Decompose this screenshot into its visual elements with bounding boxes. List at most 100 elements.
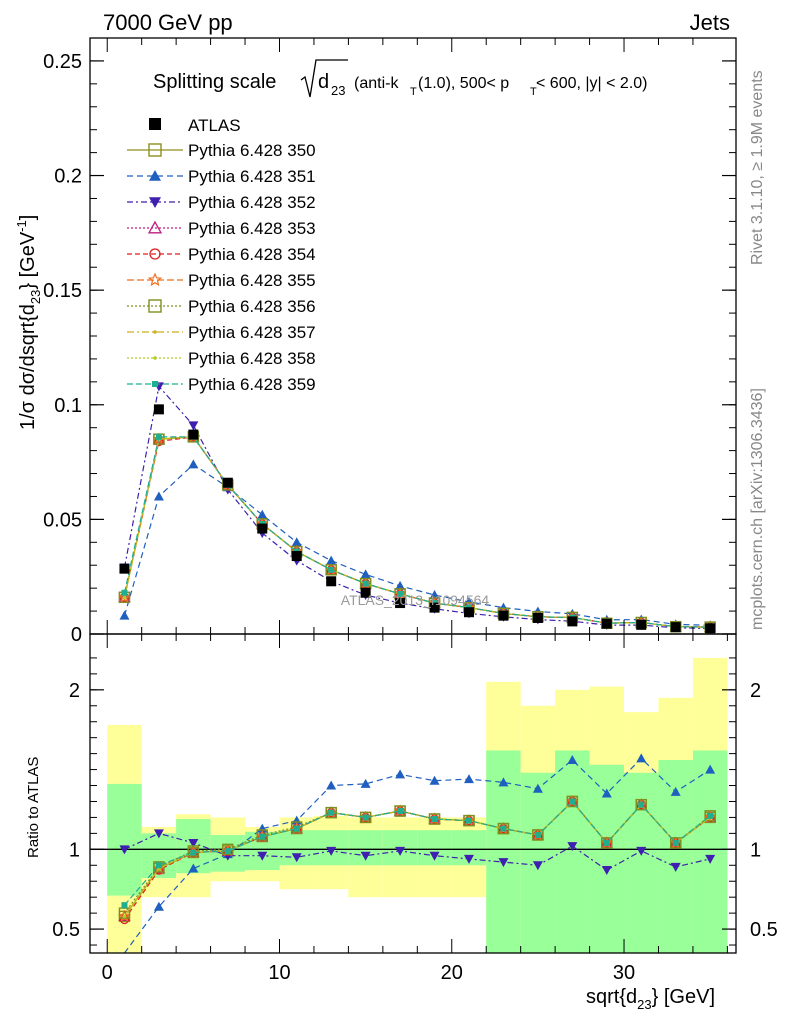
ratio-series-line-1 bbox=[124, 757, 711, 954]
rivet-label: Rivet 3.1.10, ≥ 1.9M events bbox=[749, 70, 766, 265]
legend-marker-5 bbox=[147, 272, 163, 287]
main-series-line-2 bbox=[123, 385, 711, 630]
x-tick-label: 10 bbox=[268, 962, 290, 984]
atlas-data-point bbox=[705, 623, 716, 634]
ratio-series-2-point bbox=[153, 829, 164, 839]
ratio-series-9-point bbox=[190, 849, 197, 856]
legend-marker-7 bbox=[153, 330, 157, 334]
mcplots-label: mcplots.cern.ch [arXiv:1306.3436] bbox=[749, 388, 766, 630]
title-rapidity: < 600, |y| < 2.0) bbox=[536, 75, 648, 92]
ratio-series-2-point bbox=[188, 838, 199, 848]
ratio-series-6-point bbox=[704, 810, 716, 822]
main-series-1-point bbox=[291, 537, 302, 547]
ratio-green-band bbox=[555, 750, 590, 953]
ratio-series-9-point bbox=[534, 831, 541, 838]
main-series-9-point bbox=[397, 590, 404, 597]
ratio-y-tick-label: 1 bbox=[69, 839, 80, 861]
main-series-1-point bbox=[326, 555, 337, 565]
atlas-data-point bbox=[463, 607, 474, 618]
legend-marker-8 bbox=[153, 356, 157, 360]
main-series-1-point bbox=[395, 580, 406, 590]
ratio-series-9-point bbox=[362, 814, 369, 821]
ratio-series-9-point bbox=[224, 847, 231, 854]
atlas-data-point bbox=[222, 477, 233, 488]
ratio-series-1-point bbox=[670, 786, 681, 796]
legend-label-6: Pythia 6.428 356 bbox=[188, 297, 316, 316]
ratio-series-2-point bbox=[498, 858, 509, 868]
ratio-series-2-point bbox=[705, 854, 716, 864]
legend-label-0: Pythia 6.428 350 bbox=[188, 141, 316, 160]
ratio-series-9-point bbox=[259, 833, 266, 840]
legend-label-7: Pythia 6.428 357 bbox=[188, 323, 316, 342]
ratio-series-6-point bbox=[601, 837, 613, 849]
ratio-series-1-point bbox=[532, 783, 543, 793]
main-data-points bbox=[119, 404, 716, 634]
ratio-series-line-9 bbox=[124, 800, 711, 906]
ratio-series-1-point bbox=[601, 788, 612, 798]
main-series-1-point bbox=[429, 590, 440, 600]
atlas-data-point bbox=[429, 602, 440, 613]
ratio-series-6-point bbox=[187, 845, 200, 857]
main-series-line-1 bbox=[123, 463, 711, 626]
ratio-series-9-point bbox=[293, 825, 300, 832]
atlas-data-point bbox=[291, 551, 302, 562]
ratio-series-9-point bbox=[155, 862, 162, 869]
ratio-series-1-point bbox=[567, 755, 578, 765]
plot-title: Splitting scale d 23 (anti-k T (1.0), 50… bbox=[153, 59, 648, 98]
ratio-series-5-point bbox=[703, 810, 717, 823]
legend-marker-9 bbox=[152, 381, 158, 387]
ratio-series-1-point bbox=[326, 780, 337, 790]
ratio-series-2-point bbox=[429, 851, 440, 861]
legend: ATLAS Pythia 6.428 350 Pythia 6.428 351 Pyt… bbox=[127, 116, 316, 394]
ratio-series-9-point bbox=[500, 825, 507, 832]
ratio-series-9-point bbox=[397, 808, 404, 815]
ratio-series-2-point bbox=[360, 851, 371, 861]
main-y-tick-label: 0 bbox=[71, 624, 82, 646]
ratio-series-2-point bbox=[395, 846, 406, 856]
legend-label-5: Pythia 6.428 355 bbox=[188, 271, 316, 290]
ratio-series-1-point bbox=[636, 753, 647, 763]
ratio-series-6-point bbox=[566, 795, 579, 808]
analysis-watermark: ATLAS_2013_I1094564 bbox=[341, 592, 490, 608]
legend-marker-2 bbox=[149, 197, 161, 208]
main-series-8-point bbox=[122, 595, 127, 600]
title-jet-alg: (anti-k bbox=[354, 75, 399, 92]
ratio-frame bbox=[89, 633, 737, 954]
ratio-series-6-point bbox=[153, 861, 165, 873]
atlas-data-point bbox=[326, 576, 337, 587]
ratio-y-tick-label-right: 2 bbox=[750, 680, 761, 702]
atlas-data-point bbox=[498, 610, 509, 621]
legend-label-2: Pythia 6.428 352 bbox=[188, 193, 316, 212]
ratio-uncertainty-bands bbox=[107, 657, 728, 953]
main-y-tick-label: 0.25 bbox=[43, 51, 82, 73]
x-tick-label: 20 bbox=[441, 962, 463, 984]
ratio-series-2-point bbox=[636, 846, 647, 856]
ratio-y-tick-label: 0.5 bbox=[52, 919, 80, 941]
ratio-y-tick-label-right: 1 bbox=[750, 839, 761, 861]
ratio-series-1-point bbox=[395, 769, 406, 779]
ratio-series-1-point bbox=[188, 863, 199, 873]
main-series-1-point bbox=[153, 491, 164, 501]
ratio-green-band bbox=[107, 783, 142, 896]
main-y-axis-label: 1/σ dσ/dsqrt{d23} [GeV-1] bbox=[14, 215, 43, 430]
legend-marker-0 bbox=[148, 143, 162, 157]
legend-marker-3 bbox=[147, 220, 163, 234]
atlas-data-point bbox=[636, 619, 647, 630]
ratio-series-9-point bbox=[603, 839, 610, 846]
ratio-series-9-point bbox=[707, 812, 714, 819]
legend-atlas-marker bbox=[149, 118, 161, 130]
atlas-data-point bbox=[119, 563, 130, 574]
ratio-axes: 0.5 0.51 12 20 10 20 30 bbox=[52, 633, 778, 984]
ratio-series-2-point bbox=[291, 853, 302, 863]
ratio-series-2-point bbox=[119, 845, 130, 855]
main-y-tick-label: 0.1 bbox=[54, 395, 82, 417]
ratio-series-9-point bbox=[121, 902, 128, 909]
atlas-data-point bbox=[360, 587, 371, 598]
main-series-2-point bbox=[188, 421, 199, 431]
x-axis-label: sqrt{d23} [GeV] bbox=[586, 986, 715, 1012]
ratio-series-1-point bbox=[498, 777, 509, 787]
main-y-tick-label: 0.05 bbox=[43, 509, 82, 531]
ratio-series-6-point bbox=[359, 811, 372, 824]
title-symbol: d bbox=[318, 71, 329, 93]
x-tick-label: 0 bbox=[102, 962, 113, 984]
